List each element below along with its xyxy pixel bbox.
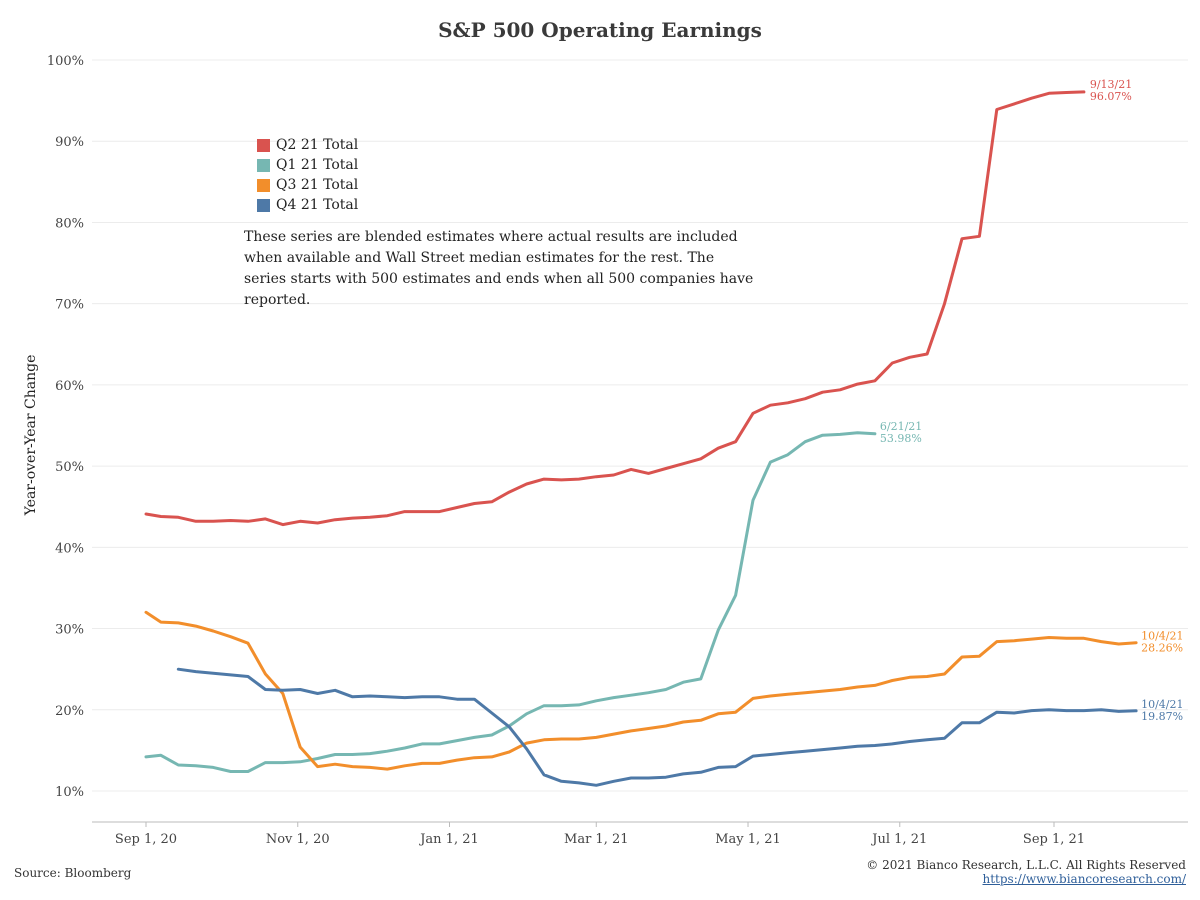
series-line-3 <box>176 667 1138 787</box>
y-tick-label: 80% <box>55 216 84 231</box>
legend-swatch-q1 <box>257 158 270 172</box>
y-tick-label: 70% <box>55 298 84 313</box>
x-tick-label: Nov 1, 20 <box>266 832 330 847</box>
series-end-value-label: 53.98% <box>880 432 922 445</box>
legend-swatch-q4 <box>257 198 270 212</box>
y-tick-label: 10% <box>55 785 84 800</box>
y-tick-label: 50% <box>55 460 84 475</box>
x-tick-label: Sep 1, 21 <box>1023 832 1085 847</box>
chart-annotation-note: These series are blended estimates where… <box>244 229 754 308</box>
legend-item-q2[interactable]: Q2 21 Total <box>257 135 358 155</box>
y-tick-label: 40% <box>55 541 84 556</box>
y-tick-label: 20% <box>55 704 84 719</box>
series-end-value-label: 28.26% <box>1141 642 1183 655</box>
x-tick-label: Jan 1, 21 <box>418 832 479 847</box>
series-line-1 <box>144 431 877 773</box>
y-axis-label: Year-over-Year Change <box>23 354 39 516</box>
x-tick-label: May 1, 21 <box>715 832 781 847</box>
legend-label-q4: Q4 21 Total <box>276 197 359 213</box>
chart-title: S&P 500 Operating Earnings <box>438 18 762 42</box>
y-tick-label: 100% <box>47 54 84 69</box>
legend-label-q2: Q2 21 Total <box>276 137 359 153</box>
legend-label-q3: Q3 21 Total <box>276 177 359 193</box>
legend-label-q1: Q1 21 Total <box>276 157 359 173</box>
series-end-date-label: 9/13/21 <box>1090 78 1132 91</box>
x-tick-label: Jul 1, 21 <box>870 832 927 847</box>
website-link[interactable]: https://www.biancoresearch.com/ <box>982 872 1186 886</box>
series-end-date-label: 10/4/21 <box>1141 698 1183 711</box>
series-end-value-label: 96.07% <box>1090 90 1132 103</box>
source-label: Source: Bloomberg <box>14 866 132 880</box>
y-tick-label: 90% <box>55 135 84 150</box>
y-tick-label: 60% <box>55 379 84 394</box>
series-end-date-label: 10/4/21 <box>1141 630 1183 643</box>
legend-item-q3[interactable]: Q3 21 Total <box>257 175 358 195</box>
series-line-0 <box>144 90 1086 527</box>
series-line-2 <box>144 610 1138 771</box>
x-tick-label: Mar 1, 21 <box>564 832 629 847</box>
legend-item-q4[interactable]: Q4 21 Total <box>257 195 358 215</box>
y-tick-label: 30% <box>55 623 84 638</box>
x-tick-label: Sep 1, 20 <box>115 832 177 847</box>
legend-swatch-q2 <box>257 138 270 152</box>
copyright-label: © 2021 Bianco Research, L.L.C. All Right… <box>866 858 1186 872</box>
series-end-value-label: 19.87% <box>1141 710 1183 723</box>
legend-item-q1[interactable]: Q1 21 Total <box>257 155 358 175</box>
series-end-date-label: 6/21/21 <box>880 420 922 433</box>
legend: Q2 21 Total Q1 21 Total Q3 21 Total Q4 2… <box>257 135 358 215</box>
legend-swatch-q3 <box>257 178 270 192</box>
